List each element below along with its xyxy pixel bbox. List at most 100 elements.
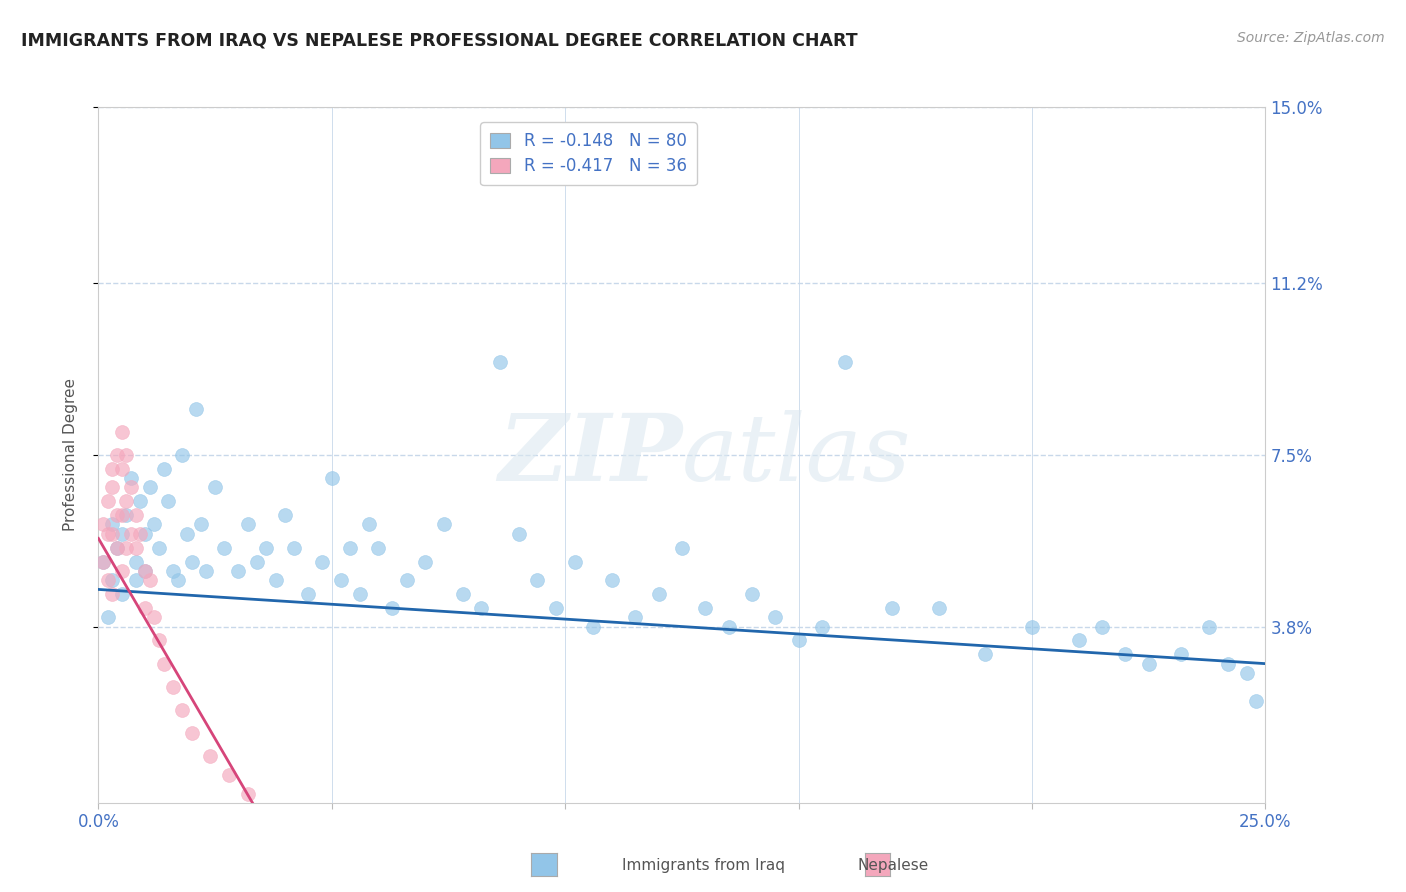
Point [125,541,148,555]
Point [413,555,436,569]
Point [172,448,194,462]
Point [741,587,763,601]
Point [186,401,208,416]
Point [367,541,389,555]
Point [148,541,170,555]
Point [101,573,124,587]
Point [125,508,148,523]
Point [97,494,120,508]
Point [695,601,717,615]
Point [115,541,138,555]
Point [152,462,174,476]
Point [152,657,174,671]
Point [1114,648,1136,662]
Text: Source: ZipAtlas.com: Source: ZipAtlas.com [1237,31,1385,45]
Point [120,471,142,485]
Point [311,555,333,569]
Point [526,573,548,587]
Point [1021,619,1043,633]
Point [1170,648,1192,662]
Text: Immigrants from Iraq: Immigrants from Iraq [621,858,785,872]
Point [283,541,305,555]
Point [111,508,134,523]
Point [91,555,114,569]
Point [246,555,269,569]
Point [880,601,903,615]
Point [101,480,124,494]
Point [97,610,120,624]
Point [214,541,236,555]
Point [166,573,188,587]
Point [125,573,148,587]
Point [470,601,492,615]
Point [91,555,114,569]
Point [129,494,152,508]
Point [582,619,605,633]
Point [176,526,198,541]
Point [180,555,202,569]
Text: IMMIGRANTS FROM IRAQ VS NEPALESE PROFESSIONAL DEGREE CORRELATION CHART: IMMIGRANTS FROM IRAQ VS NEPALESE PROFESS… [21,31,858,49]
Point [120,526,142,541]
Point [564,555,586,569]
Point [433,517,456,532]
Legend: R = -0.148   N = 80, R = -0.417   N = 36: R = -0.148 N = 80, R = -0.417 N = 36 [481,122,697,185]
Point [647,587,669,601]
Point [811,619,834,633]
Point [671,541,693,555]
Point [148,633,170,648]
Point [1216,657,1239,671]
Text: ZIP: ZIP [498,410,682,500]
Y-axis label: Professional Degree: Professional Degree [63,378,77,532]
Point [928,601,950,615]
Point [264,573,287,587]
Point [297,587,319,601]
Point [1137,657,1160,671]
Point [111,425,134,439]
Point [330,573,353,587]
Point [717,619,740,633]
Point [105,541,128,555]
Point [236,787,259,801]
Point [139,480,162,494]
Point [157,494,180,508]
Point [143,517,166,532]
Point [228,564,250,578]
Point [204,480,226,494]
Point [1244,694,1267,708]
Point [91,517,114,532]
Point [1091,619,1114,633]
Point [134,564,156,578]
Point [105,541,128,555]
Point [489,355,512,369]
Point [1198,619,1220,633]
Point [974,648,997,662]
Point [381,601,404,615]
Point [787,633,810,648]
Point [143,610,166,624]
Point [115,494,138,508]
Point [321,471,343,485]
Point [139,573,162,587]
Point [101,462,124,476]
Point [1067,633,1090,648]
Point [134,601,156,615]
Point [274,508,297,523]
Point [101,517,124,532]
Point [97,573,120,587]
Point [162,564,184,578]
Point [763,610,786,624]
Point [129,526,152,541]
Point [115,508,138,523]
Point [834,355,856,369]
Point [125,555,148,569]
Point [194,564,217,578]
Point [600,573,623,587]
Point [256,541,278,555]
Point [451,587,474,601]
Point [97,526,120,541]
Point [115,448,138,462]
Point [544,601,567,615]
Point [101,526,124,541]
Point [359,517,381,532]
Point [120,480,142,494]
